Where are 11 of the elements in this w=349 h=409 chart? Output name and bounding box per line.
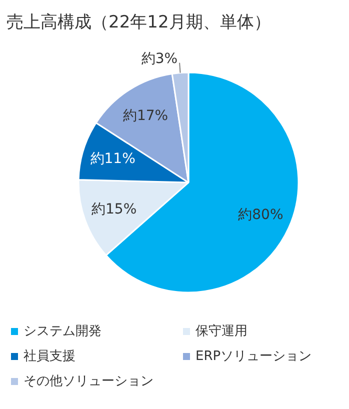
legend-label: その他ソリューション [24, 374, 154, 389]
chart-title: 売上高構成（22年12月期、単体） [6, 12, 271, 32]
data-label: 約15% [92, 202, 137, 218]
data-label: 約80% [238, 207, 284, 224]
legend-label: 社員支援 [24, 349, 76, 364]
legend-label: 保守運用 [196, 324, 248, 339]
data-label: 約17% [122, 108, 168, 124]
legend-label: システム開発 [24, 324, 102, 339]
legend-label: ERPソリューション [196, 349, 312, 364]
data-label: 約11% [90, 151, 136, 168]
data-label: 約3% [141, 50, 178, 67]
